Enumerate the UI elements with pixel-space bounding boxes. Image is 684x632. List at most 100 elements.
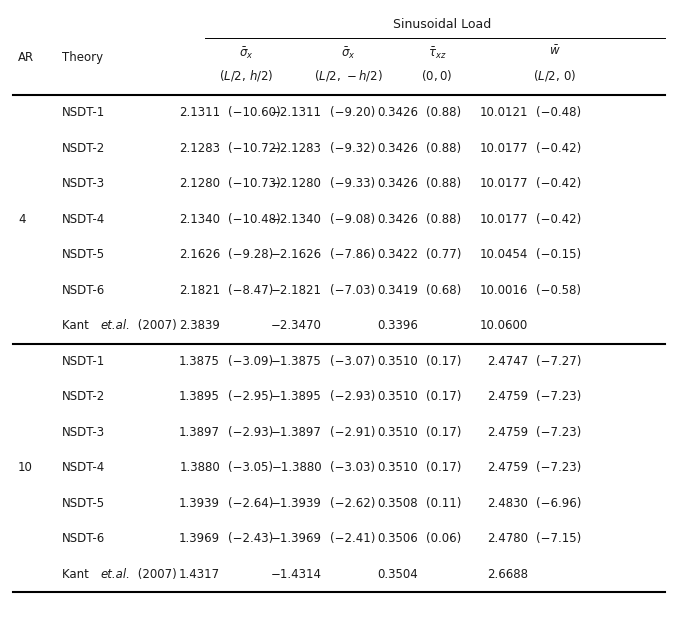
Text: (−7.15): (−7.15) (536, 532, 581, 545)
Text: 2.1340: 2.1340 (179, 213, 220, 226)
Text: −1.3897: −1.3897 (271, 426, 322, 439)
Text: −1.3939: −1.3939 (271, 497, 322, 510)
Text: (0.88): (0.88) (426, 213, 461, 226)
Text: (−9.20): (−9.20) (330, 106, 376, 119)
Text: (0.88): (0.88) (426, 142, 461, 155)
Text: (−3.07): (−3.07) (330, 355, 375, 368)
Text: NSDT-6: NSDT-6 (62, 532, 105, 545)
Text: NSDT-3: NSDT-3 (62, 426, 105, 439)
Text: $(L/2,\,h/2)$: $(L/2,\,h/2)$ (220, 68, 274, 83)
Text: 2.4759: 2.4759 (487, 390, 528, 403)
Text: (−9.08): (−9.08) (330, 213, 375, 226)
Text: 1.3897: 1.3897 (179, 426, 220, 439)
Text: (−7.23): (−7.23) (536, 390, 581, 403)
Text: NSDT-5: NSDT-5 (62, 248, 105, 261)
Text: (0.06): (0.06) (426, 532, 461, 545)
Text: (0.17): (0.17) (426, 390, 462, 403)
Text: 0.3510: 0.3510 (378, 390, 418, 403)
Text: 2.4780: 2.4780 (487, 532, 528, 545)
Text: (−2.62): (−2.62) (330, 497, 376, 510)
Text: Theory: Theory (62, 51, 103, 63)
Text: 1.3939: 1.3939 (179, 497, 220, 510)
Text: (−10.60): (−10.60) (228, 106, 280, 119)
Text: NSDT-1: NSDT-1 (62, 106, 105, 119)
Text: (−2.93): (−2.93) (330, 390, 376, 403)
Text: 10.0177: 10.0177 (479, 213, 528, 226)
Text: 2.3839: 2.3839 (179, 319, 220, 332)
Text: AR: AR (18, 51, 34, 63)
Text: NSDT-3: NSDT-3 (62, 177, 105, 190)
Text: (−8.47): (−8.47) (228, 284, 273, 297)
Text: NSDT-5: NSDT-5 (62, 497, 105, 510)
Text: (−0.42): (−0.42) (536, 142, 581, 155)
Text: $\bar{\tau}_{xz}$: $\bar{\tau}_{xz}$ (428, 45, 446, 61)
Text: $\bar{\sigma}_x$: $\bar{\sigma}_x$ (239, 45, 254, 61)
Text: 0.3422: 0.3422 (377, 248, 418, 261)
Text: et.al.: et.al. (100, 319, 130, 332)
Text: 10.0121: 10.0121 (479, 106, 528, 119)
Text: (−3.09): (−3.09) (228, 355, 273, 368)
Text: $(L/2,\,-h/2)$: $(L/2,\,-h/2)$ (314, 68, 383, 83)
Text: (−7.27): (−7.27) (536, 355, 581, 368)
Text: 0.3510: 0.3510 (378, 426, 418, 439)
Text: (0.68): (0.68) (426, 284, 461, 297)
Text: (−0.42): (−0.42) (536, 177, 581, 190)
Text: 0.3426: 0.3426 (377, 213, 418, 226)
Text: (−9.32): (−9.32) (330, 142, 376, 155)
Text: −1.4314: −1.4314 (271, 568, 322, 581)
Text: 2.6688: 2.6688 (487, 568, 528, 581)
Text: (−7.23): (−7.23) (536, 461, 581, 474)
Text: 1.3969: 1.3969 (179, 532, 220, 545)
Text: 0.3504: 0.3504 (378, 568, 418, 581)
Text: 0.3508: 0.3508 (378, 497, 418, 510)
Text: (−6.96): (−6.96) (536, 497, 581, 510)
Text: 10.0454: 10.0454 (479, 248, 528, 261)
Text: (0.88): (0.88) (426, 177, 461, 190)
Text: 2.4747: 2.4747 (487, 355, 528, 368)
Text: (−2.64): (−2.64) (228, 497, 274, 510)
Text: 10.0177: 10.0177 (479, 177, 528, 190)
Text: 2.1821: 2.1821 (179, 284, 220, 297)
Text: 0.3426: 0.3426 (377, 106, 418, 119)
Text: (−0.58): (−0.58) (536, 284, 581, 297)
Text: 1.3895: 1.3895 (179, 390, 220, 403)
Text: −2.1280: −2.1280 (271, 177, 322, 190)
Text: (−7.23): (−7.23) (536, 426, 581, 439)
Text: (−2.91): (−2.91) (330, 426, 376, 439)
Text: 0.3506: 0.3506 (378, 532, 418, 545)
Text: $(L/2,\,0)$: $(L/2,\,0)$ (533, 68, 576, 83)
Text: 0.3510: 0.3510 (378, 355, 418, 368)
Text: Kant: Kant (62, 319, 92, 332)
Text: Sinusoidal Load: Sinusoidal Load (393, 18, 492, 31)
Text: (−0.15): (−0.15) (536, 248, 581, 261)
Text: (−2.41): (−2.41) (330, 532, 376, 545)
Text: (−10.72): (−10.72) (228, 142, 280, 155)
Text: −1.3969: −1.3969 (271, 532, 322, 545)
Text: (−0.48): (−0.48) (536, 106, 581, 119)
Text: −2.1626: −2.1626 (271, 248, 322, 261)
Text: 2.1311: 2.1311 (179, 106, 220, 119)
Text: (−7.03): (−7.03) (330, 284, 375, 297)
Text: 4: 4 (18, 213, 25, 226)
Text: (−9.28): (−9.28) (228, 248, 273, 261)
Text: (2007): (2007) (134, 319, 176, 332)
Text: NSDT-2: NSDT-2 (62, 142, 105, 155)
Text: (2007): (2007) (134, 568, 176, 581)
Text: 2.4830: 2.4830 (487, 497, 528, 510)
Text: (−10.73): (−10.73) (228, 177, 280, 190)
Text: 0.3426: 0.3426 (377, 177, 418, 190)
Text: NSDT-2: NSDT-2 (62, 390, 105, 403)
Text: (−7.86): (−7.86) (330, 248, 376, 261)
Text: −2.1340: −2.1340 (271, 213, 322, 226)
Text: −1.3895: −1.3895 (272, 390, 322, 403)
Text: (−3.05): (−3.05) (228, 461, 273, 474)
Text: −2.1283: −2.1283 (271, 142, 322, 155)
Text: 2.4759: 2.4759 (487, 426, 528, 439)
Text: −2.3470: −2.3470 (271, 319, 322, 332)
Text: −1.3875: −1.3875 (272, 355, 322, 368)
Text: (0.88): (0.88) (426, 106, 461, 119)
Text: 2.1626: 2.1626 (179, 248, 220, 261)
Text: (0.77): (0.77) (426, 248, 462, 261)
Text: (0.17): (0.17) (426, 461, 462, 474)
Text: 10: 10 (18, 461, 33, 474)
